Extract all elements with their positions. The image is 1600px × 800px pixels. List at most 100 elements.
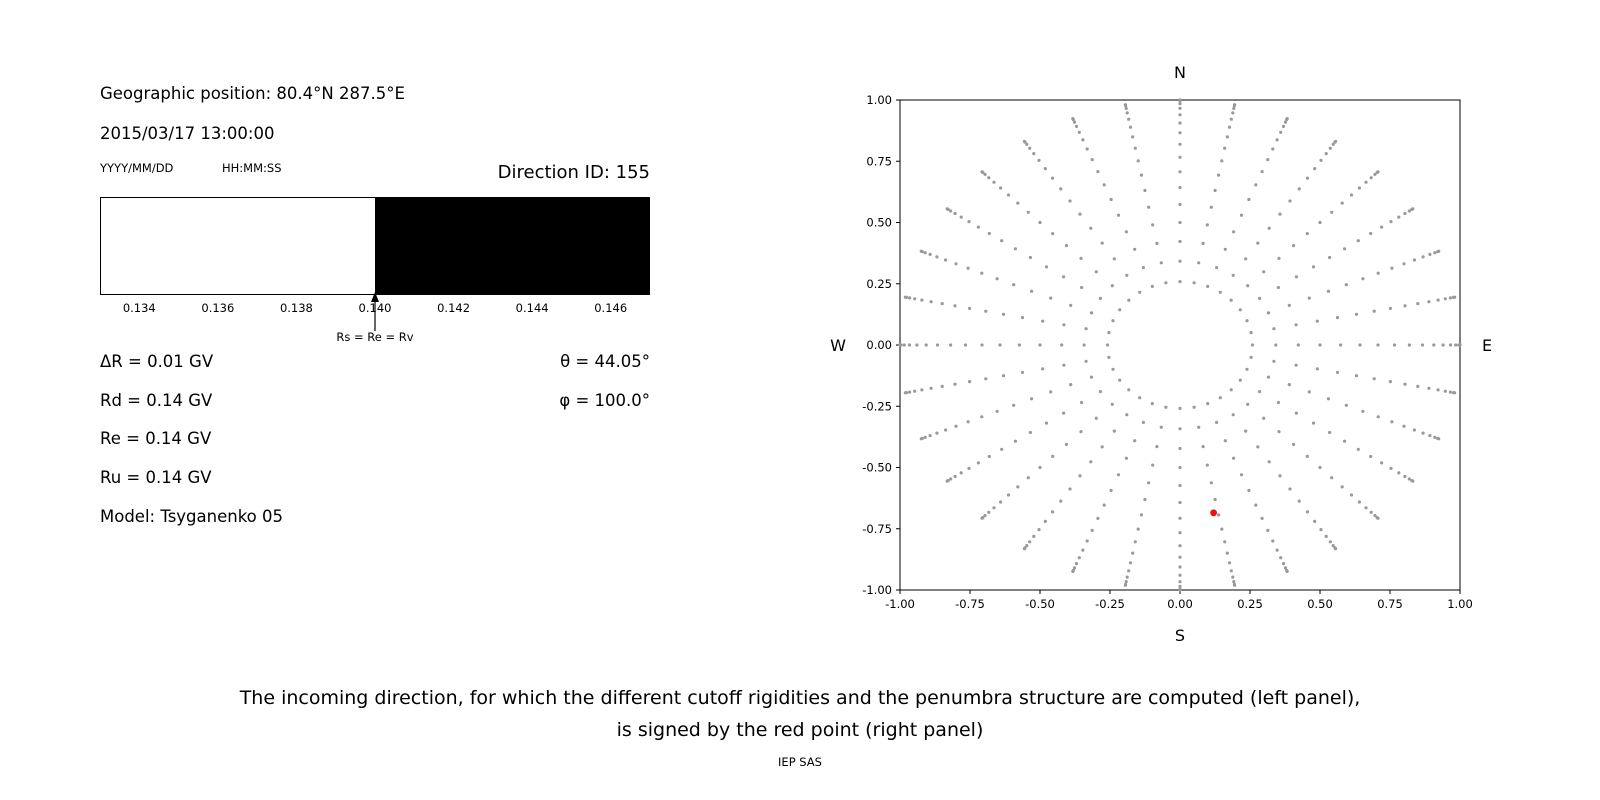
grid-dot [1262, 416, 1266, 420]
grid-dot [1094, 416, 1098, 420]
grid-dot [1250, 343, 1255, 347]
figure-caption-line1: The incoming direction, for which the di… [239, 687, 1361, 709]
grid-dot [1209, 481, 1213, 485]
grid-dot [1178, 580, 1182, 584]
grid-dot [1037, 158, 1041, 162]
grid-dot [1421, 255, 1425, 259]
grid-dot [1402, 262, 1406, 266]
grid-dot [1372, 377, 1376, 381]
grid-dot [980, 170, 984, 174]
grid-dot [898, 343, 902, 347]
grid-dot [1213, 188, 1217, 193]
grid-dot [1028, 430, 1032, 435]
grid-dot [1205, 463, 1209, 467]
grid-dot [1133, 540, 1137, 544]
grid-dot [1133, 247, 1137, 251]
grid-dot [1155, 445, 1159, 449]
param-line: φ = 100.0° [559, 390, 650, 410]
grid-dot [1369, 231, 1373, 236]
grid-dot [1231, 273, 1235, 277]
compass-label-s: S [1175, 626, 1185, 645]
grid-dot [1069, 303, 1073, 307]
grid-dot [1223, 540, 1227, 544]
grid-dot [1292, 442, 1296, 446]
grid-dot [1223, 439, 1227, 443]
grid-dot [1276, 400, 1280, 405]
grid-dot [984, 377, 988, 381]
grid-dot [980, 343, 984, 347]
grid-dot [1178, 121, 1182, 125]
grid-dot [1178, 427, 1182, 431]
grid-dot [1274, 343, 1278, 347]
grid-dot [1151, 463, 1155, 467]
compass-label-n: N [1174, 63, 1186, 82]
grid-dot [1340, 485, 1344, 489]
grid-dot [1389, 220, 1393, 224]
grid-dot [1127, 117, 1131, 121]
grid-dot [963, 343, 968, 347]
grid-dot [998, 343, 1002, 347]
grid-dot [1059, 187, 1063, 191]
grid-dot [1443, 297, 1447, 301]
grid-dot [1249, 331, 1253, 335]
grid-dot [1349, 193, 1354, 197]
grid-dot [1136, 527, 1140, 531]
grid-dot [1090, 158, 1094, 162]
grid-dot [1220, 527, 1224, 531]
grid-dot [987, 176, 991, 180]
grid-dot [1079, 256, 1083, 260]
grid-dot [1427, 300, 1431, 304]
geographic-position-text: Geographic position: 80.4°N 287.5°E [100, 84, 405, 103]
grid-dot [1229, 569, 1233, 573]
grid-dot [1389, 466, 1393, 470]
x-tick-label: -0.75 [955, 597, 985, 611]
grid-dot [1098, 296, 1102, 300]
grid-dot [1231, 413, 1235, 417]
grid-dot [1283, 120, 1288, 124]
grid-dot [1369, 510, 1373, 514]
grid-dot [1305, 176, 1309, 180]
grid-dot [1147, 205, 1151, 209]
y-tick-label: 0.50 [866, 216, 892, 230]
grid-dot [1072, 566, 1077, 570]
grid-dot [1238, 378, 1242, 382]
grid-dot [1049, 390, 1053, 394]
grid-dot [1330, 210, 1334, 214]
grid-dot [1043, 167, 1047, 171]
grid-dot [1249, 355, 1253, 359]
grid-dot [1288, 199, 1292, 203]
grid-dot [1428, 252, 1432, 256]
grid-dot [1458, 343, 1462, 347]
grid-dot [1178, 185, 1182, 190]
grid-dot [1116, 213, 1121, 217]
grid-dot [1412, 428, 1416, 432]
grid-dot [1433, 251, 1437, 255]
grid-dot [1178, 98, 1182, 102]
grid-dot [1220, 159, 1224, 163]
grid-dot [940, 302, 944, 306]
grid-dot [1267, 460, 1271, 464]
grid-dot [1403, 211, 1407, 216]
grid-dot [1403, 474, 1407, 479]
grid-dot [928, 434, 932, 438]
direction-angles-list: θ = 44.05° φ = 100.0° [400, 342, 650, 420]
grid-dot [1276, 285, 1280, 290]
grid-dot [1388, 380, 1392, 384]
grid-dot [1390, 420, 1394, 424]
grid-dot [1334, 139, 1338, 143]
grid-dot [1287, 383, 1291, 387]
grid-dot [1062, 411, 1066, 415]
grid-dot [1364, 506, 1368, 510]
grid-dot [1287, 303, 1291, 307]
grid-dot [1051, 510, 1055, 514]
grid-dot [1127, 569, 1131, 573]
grid-dot [1082, 343, 1086, 347]
grid-dot [1275, 138, 1279, 142]
grid-dot [1206, 402, 1210, 406]
y-tick-label: -0.75 [862, 522, 892, 536]
grid-dot [1245, 319, 1249, 323]
x-tick-label: 0.00 [1167, 597, 1193, 611]
grid-dot [1344, 283, 1348, 287]
param-line: Rd = 0.14 GV [100, 390, 213, 410]
grid-dot [1229, 117, 1233, 121]
